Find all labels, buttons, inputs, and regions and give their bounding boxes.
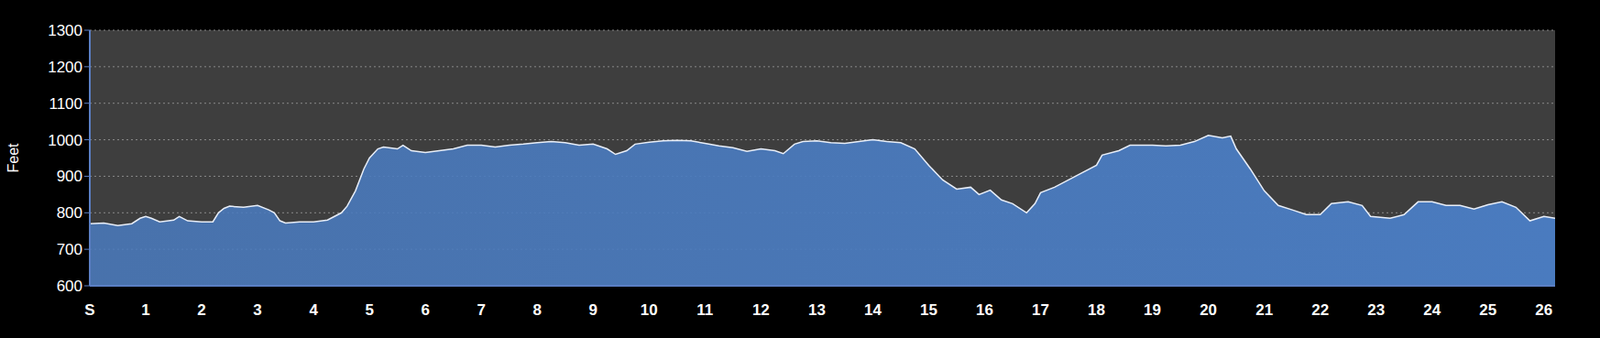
svg-text:26: 26: [1534, 301, 1553, 319]
svg-text:15: 15: [920, 301, 938, 319]
svg-text:17: 17: [1031, 301, 1050, 319]
svg-text:1200: 1200: [47, 58, 83, 77]
svg-text:24: 24: [1423, 301, 1441, 319]
svg-text:25: 25: [1479, 301, 1497, 319]
svg-text:800: 800: [56, 204, 83, 222]
svg-text:1: 1: [141, 301, 150, 319]
svg-text:18: 18: [1087, 301, 1106, 319]
svg-text:700: 700: [56, 241, 83, 259]
svg-text:19: 19: [1143, 301, 1162, 319]
svg-text:10: 10: [640, 301, 658, 319]
svg-text:3: 3: [252, 301, 262, 319]
svg-text:20: 20: [1199, 301, 1217, 319]
svg-text:7: 7: [476, 301, 485, 319]
svg-text:S: S: [84, 301, 95, 319]
svg-text:900: 900: [56, 167, 83, 186]
svg-text:1300: 1300: [47, 21, 83, 40]
svg-text:1100: 1100: [48, 95, 83, 113]
svg-text:11: 11: [696, 301, 713, 319]
svg-text:9: 9: [589, 301, 598, 319]
svg-text:4: 4: [308, 301, 318, 319]
svg-text:14: 14: [864, 301, 882, 319]
svg-text:22: 22: [1311, 301, 1329, 319]
svg-text:1000: 1000: [47, 131, 83, 150]
svg-text:21: 21: [1255, 301, 1273, 319]
svg-text:12: 12: [752, 301, 770, 319]
svg-text:6: 6: [420, 301, 429, 319]
svg-text:2: 2: [197, 301, 206, 319]
svg-text:8: 8: [533, 301, 542, 319]
svg-text:Feet: Feet: [7, 142, 22, 174]
svg-text:5: 5: [364, 301, 373, 319]
svg-text:13: 13: [808, 301, 826, 319]
svg-text:16: 16: [975, 301, 994, 319]
svg-text:23: 23: [1367, 301, 1385, 319]
svg-text:600: 600: [56, 277, 83, 296]
